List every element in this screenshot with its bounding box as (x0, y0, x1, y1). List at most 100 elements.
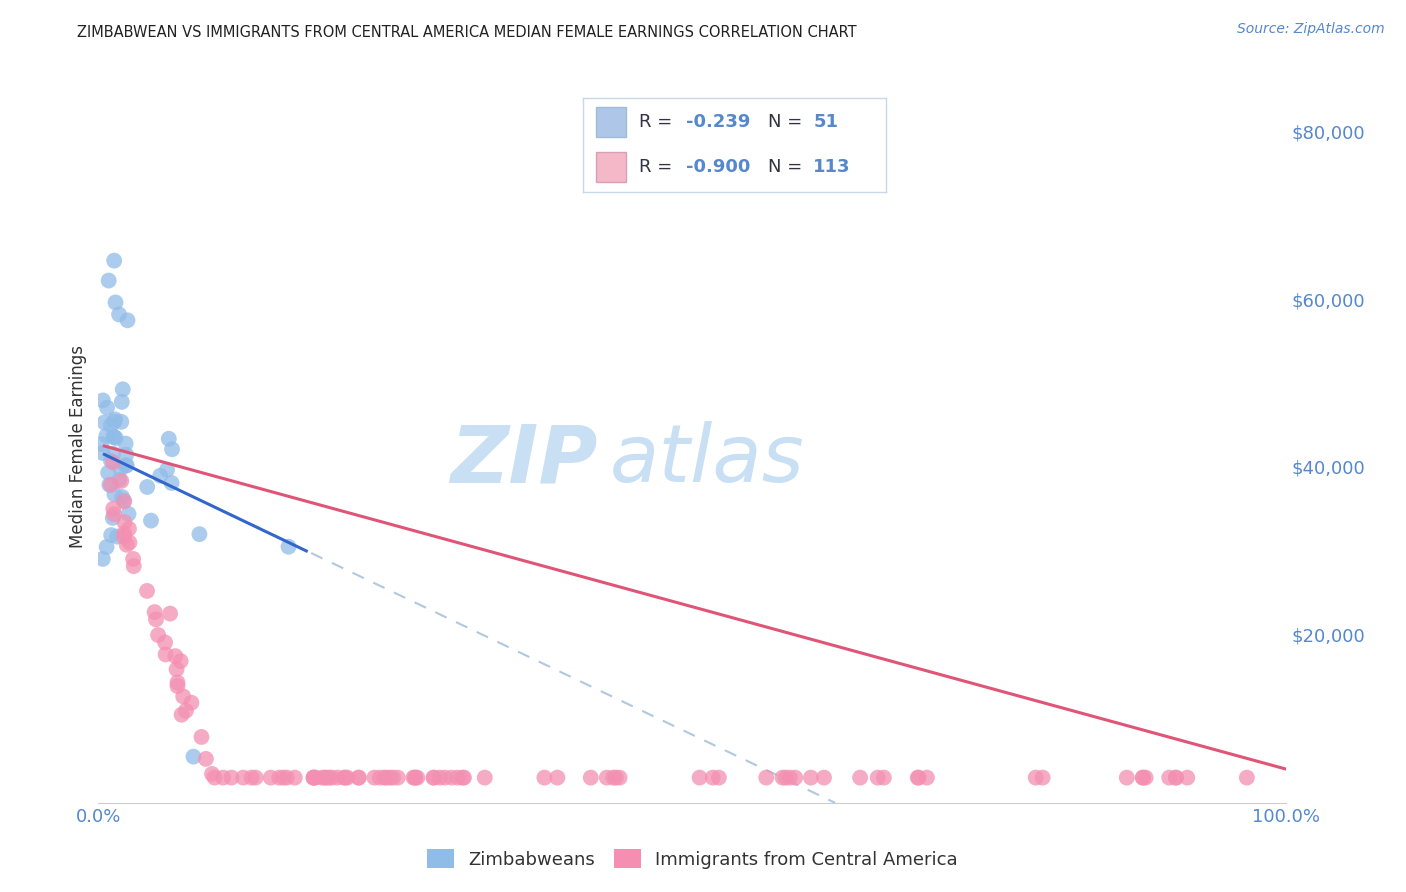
Point (172, 690, 194, 704)
Point (915, 771, 938, 785)
Point (145, 612, 167, 626)
Point (104, 295, 127, 310)
Point (104, 412, 127, 426)
Point (849, 771, 872, 785)
Point (108, 473, 131, 487)
Point (112, 494, 135, 508)
Point (122, 552, 145, 566)
Point (440, 771, 463, 785)
Point (98, 477, 121, 491)
Point (103, 501, 125, 516)
Point (136, 480, 159, 494)
Point (304, 771, 326, 785)
Point (110, 415, 132, 429)
Point (204, 771, 226, 785)
Text: Source: ZipAtlas.com: Source: ZipAtlas.com (1237, 22, 1385, 37)
Point (232, 771, 254, 785)
Point (166, 662, 188, 676)
Point (146, 628, 169, 642)
Point (117, 507, 139, 521)
Point (160, 442, 183, 457)
Point (101, 447, 124, 461)
Point (260, 771, 283, 785)
Point (315, 771, 337, 785)
Point (402, 771, 425, 785)
Point (111, 382, 134, 396)
Point (183, 749, 205, 764)
Point (194, 752, 217, 766)
Point (108, 308, 131, 322)
Point (333, 771, 356, 785)
Point (785, 771, 807, 785)
Point (1132, 771, 1154, 785)
Text: atlas: atlas (609, 421, 804, 500)
Point (269, 771, 291, 785)
Point (318, 771, 340, 785)
Point (302, 771, 325, 785)
Point (143, 605, 166, 619)
Point (533, 771, 555, 785)
Point (451, 771, 474, 785)
Point (779, 771, 801, 785)
Point (1115, 771, 1137, 785)
Point (302, 771, 325, 785)
Point (201, 767, 224, 781)
Point (111, 395, 134, 409)
Point (866, 771, 889, 785)
Point (111, 490, 134, 504)
Point (221, 771, 243, 785)
Point (156, 462, 179, 476)
Point (91, 446, 114, 460)
Point (271, 771, 294, 785)
Text: R =: R = (640, 113, 679, 131)
Point (335, 771, 357, 785)
Point (103, 253, 125, 268)
Point (546, 771, 568, 785)
Bar (596, 106, 626, 137)
Point (170, 707, 193, 722)
Point (165, 649, 187, 664)
Point (115, 448, 138, 462)
Point (103, 415, 125, 429)
Point (110, 474, 132, 488)
Point (433, 771, 456, 785)
Point (1132, 771, 1154, 785)
Point (775, 771, 797, 785)
Point (190, 730, 212, 744)
Point (96, 429, 118, 443)
Point (155, 648, 177, 662)
Point (160, 475, 183, 490)
Point (96, 540, 118, 554)
Point (118, 522, 141, 536)
Point (1032, 771, 1054, 785)
Point (166, 675, 188, 690)
Point (326, 771, 349, 785)
Point (772, 771, 794, 785)
Point (314, 771, 336, 785)
Point (157, 432, 180, 446)
Point (166, 679, 188, 693)
Point (91, 393, 114, 408)
Point (707, 771, 730, 785)
Text: ZIMBABWEAN VS IMMIGRANTS FROM CENTRAL AMERICA MEDIAN FEMALE EARNINGS CORRELATION: ZIMBABWEAN VS IMMIGRANTS FROM CENTRAL AM… (77, 25, 856, 40)
Point (311, 771, 333, 785)
Point (139, 514, 162, 528)
Point (115, 538, 138, 552)
Point (375, 771, 398, 785)
Point (100, 418, 122, 433)
Point (100, 454, 122, 468)
Point (153, 635, 176, 649)
Point (103, 429, 125, 443)
Point (101, 511, 124, 525)
Point (90, 437, 112, 451)
Point (702, 771, 724, 785)
Point (112, 530, 135, 544)
Text: 113: 113 (813, 158, 851, 176)
Point (363, 771, 385, 785)
Point (1164, 771, 1187, 785)
Text: -0.239: -0.239 (686, 113, 751, 131)
Point (429, 771, 451, 785)
Point (609, 771, 631, 785)
Point (97, 274, 120, 288)
Point (336, 771, 359, 785)
